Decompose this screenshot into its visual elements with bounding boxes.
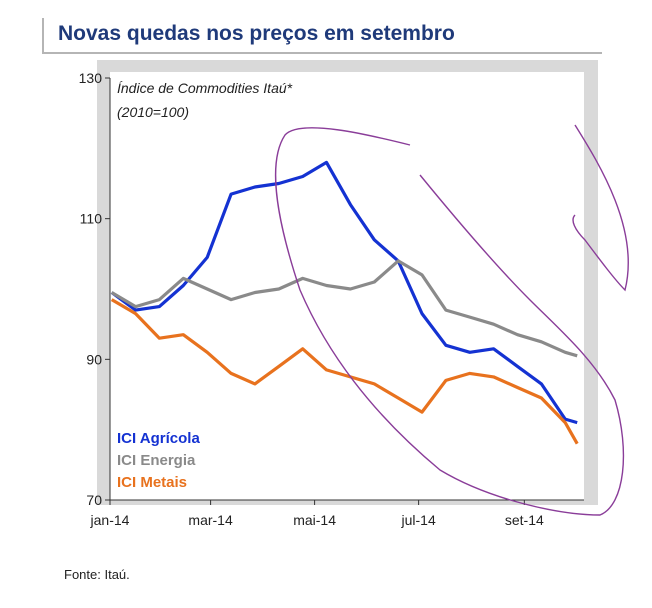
annotation-ellipse	[274, 127, 625, 516]
chart-subtitle-line1: Índice de Commodities Itaú*	[117, 80, 293, 96]
y-axis: 70 90 110 130	[79, 70, 111, 508]
y-tick-label: 130	[79, 70, 103, 86]
series-line-ici-agr-cola	[110, 160, 578, 425]
x-tick-label: set-14	[505, 512, 544, 528]
x-tick-label: mar-14	[188, 512, 233, 528]
legend-metais: ICI Metais	[117, 474, 188, 491]
x-tick-label: jan-14	[90, 512, 130, 528]
y-tick-label: 70	[86, 492, 102, 508]
chart-subtitle-line2: (2010=100)	[117, 104, 190, 120]
series-line-ici-energia	[110, 259, 578, 358]
title-underline	[42, 52, 602, 54]
x-tick-label: mai-14	[293, 512, 336, 528]
hand-drawn-annotation	[274, 124, 629, 516]
y-tick-label: 110	[80, 211, 103, 227]
x-tick-label: jul-14	[400, 512, 435, 528]
title-rule	[42, 18, 44, 52]
x-axis: jan-14 mar-14 mai-14 jul-14 set-14	[90, 499, 584, 528]
plot-area	[110, 72, 584, 500]
y-tick-label: 90	[86, 351, 102, 367]
chart-title: Novas quedas nos preços em setembro	[58, 22, 455, 45]
source-note: Fonte: Itaú.	[64, 567, 130, 582]
legend-agricola: ICI Agrícola	[117, 430, 200, 447]
annotation-arc	[572, 124, 629, 292]
legend-energia: ICI Energia	[117, 452, 196, 469]
